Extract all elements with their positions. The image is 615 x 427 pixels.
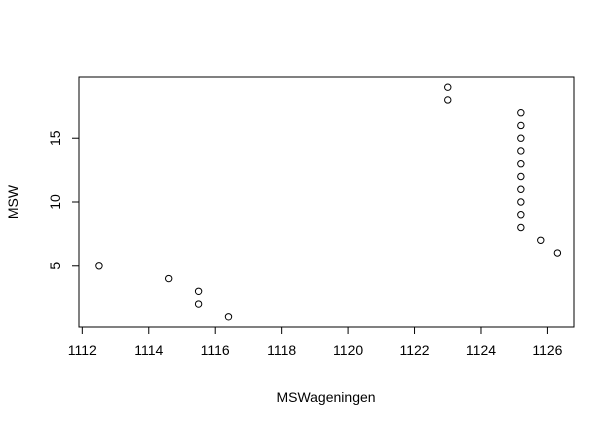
- x-tick-label: 1114: [134, 342, 163, 358]
- x-tick-label: 1126: [532, 342, 562, 358]
- data-point: [517, 160, 525, 168]
- data-point: [95, 262, 103, 270]
- x-axis: 1112 1114 1116 1118 1120 1122 1124 1126: [68, 326, 563, 358]
- data-point: [517, 198, 525, 206]
- data-point: [553, 249, 562, 257]
- data-point: [444, 96, 452, 104]
- x-tick-label: 1122: [399, 342, 429, 358]
- data-points: [95, 83, 562, 321]
- x-tick-label: 1120: [333, 342, 363, 358]
- y-axis: 5 10 15: [47, 130, 80, 270]
- x-tick-label: 1118: [267, 342, 296, 358]
- data-point: [224, 313, 233, 321]
- data-point: [444, 83, 452, 91]
- y-tick-label: 5: [47, 262, 63, 270]
- data-point: [517, 147, 525, 155]
- data-point: [537, 236, 545, 244]
- data-point: [517, 109, 525, 117]
- data-point: [517, 172, 525, 181]
- y-tick-label: 15: [47, 130, 63, 146]
- data-point: [194, 287, 203, 295]
- data-point: [517, 121, 525, 130]
- data-point: [517, 134, 525, 142]
- data-point: [194, 300, 203, 308]
- data-point: [517, 211, 525, 219]
- plot-frame: [78, 76, 575, 328]
- x-tick-label: 1116: [201, 342, 230, 358]
- data-point: [517, 185, 525, 193]
- x-tick-label: 1124: [466, 342, 496, 358]
- x-tick-label: 1112: [68, 342, 97, 358]
- x-axis-label: MSWageningen: [276, 389, 375, 405]
- data-point: [164, 274, 173, 283]
- y-axis-label: MSW: [5, 184, 21, 219]
- y-tick-label: 10: [47, 194, 63, 210]
- data-point: [517, 223, 525, 232]
